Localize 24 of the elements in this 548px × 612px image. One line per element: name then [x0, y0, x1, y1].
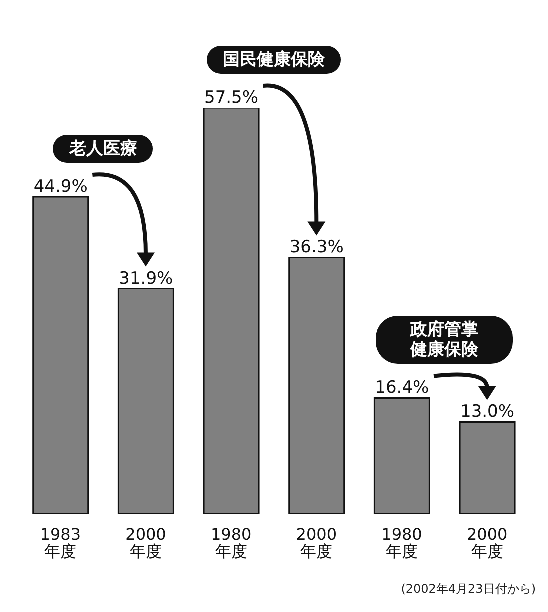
bar	[374, 397, 430, 514]
bar	[32, 196, 90, 514]
x-tick-label: 1983 年度	[40, 525, 82, 561]
text: (2002年4月23日付から)	[401, 581, 536, 598]
x-tick-label: 1980 年度	[210, 525, 252, 561]
x-tick-label: 2000 年度	[466, 525, 508, 561]
data-label: 13.0%	[460, 402, 515, 422]
bar	[203, 108, 260, 514]
x-tick-label: 1980 年度	[382, 525, 422, 561]
bar	[118, 288, 174, 514]
data-label: 31.9%	[119, 268, 174, 289]
rounded-label-badge: 老人医療	[53, 134, 154, 163]
data-label: 57.5%	[204, 88, 259, 108]
annotation: 政府管掌健康保険	[409, 320, 480, 360]
data-label: 36.3%	[290, 238, 344, 258]
bar	[288, 256, 346, 514]
rounded-label-badge: 政府管掌健康保険	[376, 316, 514, 364]
data-label: 44.9%	[34, 176, 88, 197]
x-tick-label: 2000 年度	[126, 525, 166, 561]
data-label: 16.4%	[375, 378, 430, 398]
rounded-label-badge: 国民健康保険	[207, 46, 341, 74]
x-tick-label: 2000 年度	[296, 525, 338, 561]
bar	[459, 421, 516, 514]
annotation: 老人医療	[69, 138, 138, 159]
